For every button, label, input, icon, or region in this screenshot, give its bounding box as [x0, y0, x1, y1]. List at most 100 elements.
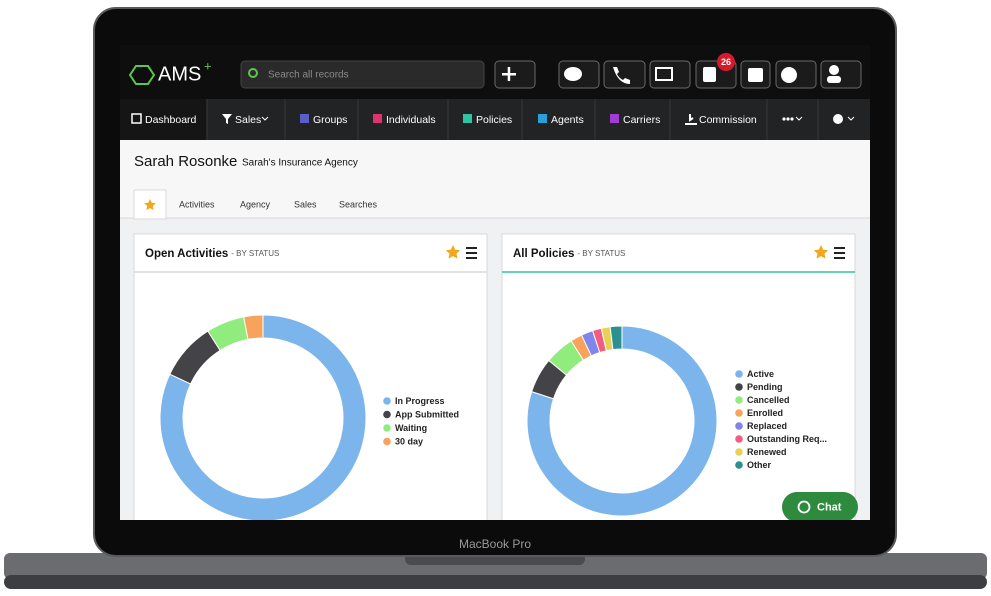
icon [748, 68, 763, 82]
nav-icon [373, 114, 382, 123]
chevron [847, 116, 855, 121]
menu-icon [466, 252, 477, 254]
menu-icon [466, 257, 477, 259]
screen: AMS + Search all records 26 [120, 45, 870, 522]
tab[interactable]: Searches [339, 199, 378, 209]
legend-marker [735, 461, 743, 469]
legend-label: Replaced [747, 421, 787, 431]
page-header [120, 140, 870, 218]
legend-marker [735, 448, 743, 456]
icon [703, 67, 716, 82]
nav-icon [131, 113, 142, 124]
legend-label: Waiting [395, 423, 427, 433]
icon [829, 65, 839, 75]
logo-icon [128, 65, 156, 85]
icon [655, 67, 673, 81]
tab[interactable]: Activities [179, 199, 215, 209]
nav-item[interactable]: Carriers [623, 114, 660, 126]
nav-icon [610, 114, 619, 123]
legend-marker [383, 397, 391, 405]
legend-label: Pending [747, 382, 783, 392]
nav-icon [222, 114, 232, 124]
legend-marker [735, 370, 743, 378]
nav-icon [463, 114, 472, 123]
card-subtitle: - BY STATUS [577, 249, 625, 258]
menu-icon [466, 247, 477, 249]
card-title-text: All Policies [513, 248, 574, 260]
nav-item[interactable]: Individuals [386, 114, 436, 126]
dot [786, 117, 790, 121]
icon [827, 76, 841, 83]
menu-icon [834, 252, 845, 254]
legend-marker [383, 410, 391, 419]
card-subtitle: - BY STATUS [231, 249, 279, 258]
card-title-text: Open Activities [145, 248, 228, 260]
donut-slice [526, 325, 718, 517]
device-label: MacBook Pro [459, 537, 531, 551]
legend-marker [735, 422, 743, 430]
chat-icon [797, 500, 811, 514]
nav-item[interactable]: Sales [235, 114, 261, 126]
user-button[interactable] [820, 60, 862, 89]
logo-plus: + [204, 58, 212, 73]
nav-item[interactable]: Policies [476, 114, 512, 126]
badge-count: 26 [721, 57, 731, 67]
laptop-base-edge [4, 575, 987, 589]
tab[interactable]: Agency [240, 199, 271, 209]
search-icon [248, 68, 258, 78]
icon [781, 67, 797, 83]
donut-slice [609, 325, 623, 351]
chat-label[interactable]: Chat [817, 501, 842, 513]
phone-button[interactable] [603, 60, 646, 89]
legend-label: Enrolled [747, 408, 783, 418]
logo: AMS [158, 63, 201, 85]
star-icon [144, 199, 156, 211]
dot [790, 117, 794, 121]
legend-marker [735, 409, 743, 417]
legend-label: Outstanding Req... [747, 434, 827, 444]
legend-label: Cancelled [747, 395, 790, 405]
favorite-star [813, 245, 829, 259]
nav-item[interactable]: Groups [313, 114, 347, 126]
toolbar-icons [502, 65, 841, 84]
search-box[interactable] [240, 60, 485, 89]
tab[interactable]: Sales [294, 199, 317, 209]
more-icon[interactable] [782, 117, 794, 121]
nav-icon [300, 114, 309, 123]
icon [507, 67, 511, 81]
nav-active [120, 99, 207, 140]
nav-item[interactable]: Dashboard [145, 114, 197, 126]
nav-item[interactable]: Commission [699, 114, 757, 126]
badge [717, 53, 735, 71]
nav-item[interactable]: Agents [551, 114, 584, 126]
legend-marker [383, 437, 391, 446]
chevron [261, 116, 269, 121]
contact-name: Sarah Rosonke [134, 153, 237, 170]
legend-label: Active [747, 369, 774, 379]
chat-button[interactable] [782, 492, 858, 522]
icon [613, 67, 630, 84]
legend-label: 30 day [395, 436, 423, 446]
legend-marker [735, 435, 743, 443]
legend-label: Other [747, 460, 772, 470]
nav-icon [538, 114, 547, 123]
legend-label: Renewed [747, 447, 787, 457]
legend-marker [735, 396, 743, 404]
card-title: Open Activities - BY STATUS [145, 248, 279, 260]
menu-icon [834, 247, 845, 249]
clock-icon[interactable] [833, 114, 843, 124]
legend-marker [383, 424, 391, 432]
search-placeholder: Search all records [268, 70, 349, 81]
legend-label: App Submitted [395, 409, 459, 419]
favorite-star [445, 245, 461, 259]
nav-bar [120, 99, 870, 140]
donut-slice [243, 314, 264, 341]
icon [564, 67, 582, 81]
nav-icon [685, 114, 697, 125]
laptop-base [4, 553, 987, 579]
nav-dividers [206, 99, 819, 140]
menu-icon [834, 257, 845, 259]
donut-slice [159, 314, 367, 520]
